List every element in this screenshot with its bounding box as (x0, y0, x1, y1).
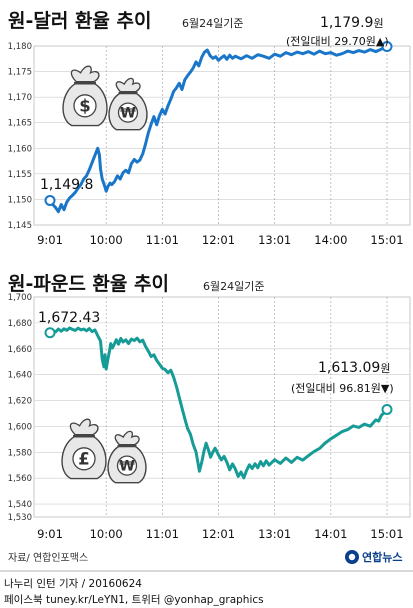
chart-1-subtitle: 6월24일기준 (182, 16, 243, 30)
x-tick-label: 11:01 (146, 527, 179, 541)
credits: 페이스북 tuney.kr/LeYN1, 트위터 @yonhap_graphic… (4, 593, 264, 606)
currency-symbol: ₩ (120, 105, 136, 121)
y-tick-label: 1,145 (8, 221, 32, 231)
x-tick-label: 13:01 (258, 527, 291, 541)
y-tick-label: 1,560 (8, 474, 32, 484)
yonhap-logo: 연합뉴스 (345, 550, 402, 564)
x-tick-label: 14:00 (314, 233, 347, 247)
y-tick-label: 1,620 (8, 397, 32, 407)
currency-symbol: ₩ (119, 458, 135, 474)
chart-2-end-marker (381, 403, 393, 415)
x-tick-label: 13:01 (258, 233, 291, 247)
x-tick-label: 10:00 (90, 233, 123, 247)
chart-1-start-label: 1,149.8 (40, 177, 93, 193)
pound-won-money-bags-icon: £ ₩ (61, 418, 147, 484)
chart-2-start-marker (44, 327, 56, 339)
y-tick-label: 1,180 (8, 42, 32, 52)
y-tick-label: 1,165 (8, 119, 32, 129)
y-tick-label: 1,160 (8, 144, 32, 154)
chart-1-x-axis: 9:01 10:00 11:01 12:01 13:01 14:00 15:01 (37, 233, 403, 247)
usd-krw-chart: 원-달러 환율 추이 6월24일기준 1,1451,1501,1551,1601… (8, 10, 411, 247)
x-tick-label: 9:01 (37, 527, 63, 541)
chart-2-x-axis: 9:01 10:00 11:01 12:01 13:01 14:01 15:01 (37, 527, 403, 541)
y-tick-label: 1,170 (8, 93, 32, 103)
x-tick-label: 12:01 (202, 527, 235, 541)
chart-1-y-axis: 1,145 1,150 1,155 1,160 1,165 1,170 1,175 1,180 (8, 42, 32, 231)
y-tick-label: 1,600 (8, 422, 32, 432)
y-tick-label: 1,540 (8, 500, 32, 510)
source-note: 자료/ 연합인포맥스 (8, 552, 88, 564)
chart-1-title: 원-달러 환율 추이 (8, 10, 151, 32)
x-tick-label: 15:01 (370, 527, 403, 541)
chart-2-end-label: 1,613.09원 (318, 360, 390, 376)
chart-2-start-label: 1,672.43 (38, 310, 100, 326)
y-tick-label: 1,680 (8, 319, 32, 329)
y-tick-label: 1,150 (8, 195, 32, 205)
currency-symbol: £ (78, 449, 89, 468)
x-tick-label: 14:01 (314, 527, 347, 541)
y-tick-label: 1,175 (8, 68, 32, 78)
chart-2-title: 원-파운드 환율 추이 (8, 273, 169, 295)
x-tick-label: 10:00 (90, 527, 123, 541)
chart-2-change-label: (전일대비 96.81원▼) (291, 381, 394, 395)
chart-1-series-line (48, 45, 389, 214)
chart-1-start-marker (44, 194, 56, 206)
byline: 나누리 인턴 기자 / 20160624 (4, 578, 142, 590)
x-tick-label: 12:01 (202, 233, 235, 247)
chart-2-subtitle: 6월24일기준 (203, 279, 264, 293)
x-tick-label: 11:01 (146, 233, 179, 247)
y-tick-label: 1,660 (8, 345, 32, 355)
dollar-won-money-bags-icon: $ ₩ (62, 65, 148, 131)
chart-2-y-axis: 1,530 1,540 1,560 1,580 1,600 1,620 1,640 1,660… (8, 293, 32, 523)
chart-2-series-line (48, 326, 389, 480)
y-tick-label: 1,155 (8, 170, 32, 180)
y-tick-label: 1,530 (8, 513, 32, 523)
y-tick-label: 1,580 (8, 448, 32, 458)
chart-1-end-marker (381, 41, 393, 53)
chart-1-change-label: (전일대비 29.70원▲) (286, 34, 389, 48)
chart-1-end-label: 1,179.9원 (320, 15, 384, 31)
x-tick-label: 15:01 (370, 233, 403, 247)
y-tick-label: 1,700 (8, 293, 32, 303)
gbp-krw-chart: 원-파운드 환율 추이 6월24일기준 1,530 1,540 1,560 1,580… (8, 273, 411, 541)
x-tick-label: 9:01 (37, 233, 63, 247)
yonhap-logo-text: 연합뉴스 (362, 550, 402, 564)
currency-symbol: $ (79, 96, 90, 115)
y-tick-label: 1,640 (8, 371, 32, 381)
